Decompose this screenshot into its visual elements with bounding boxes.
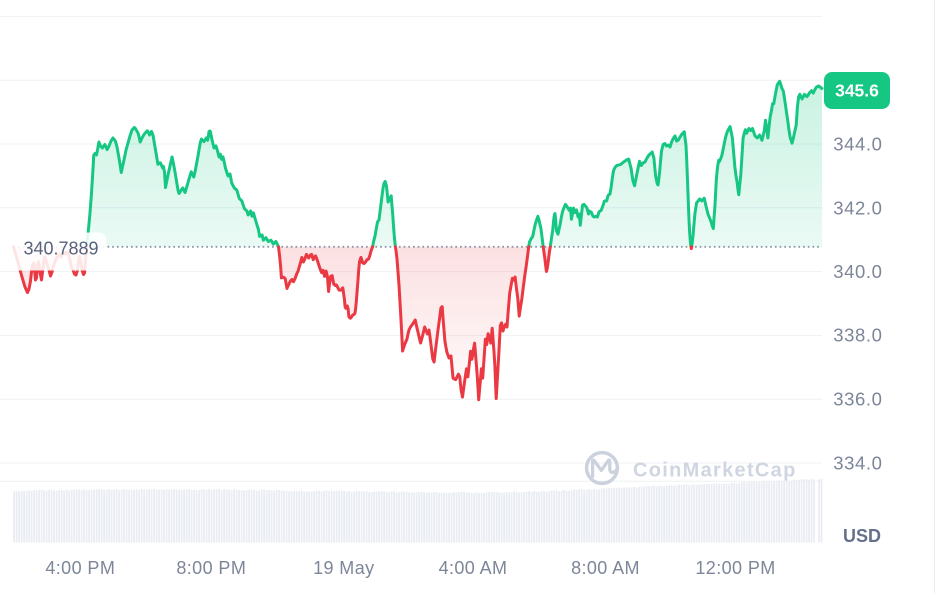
svg-text:336.0: 336.0 [833,389,882,410]
svg-text:CoinMarketCap: CoinMarketCap [633,460,797,482]
svg-text:4:00 PM: 4:00 PM [45,558,115,578]
svg-text:4:00 AM: 4:00 AM [439,558,508,578]
svg-text:8:00 PM: 8:00 PM [176,558,246,578]
svg-text:8:00 AM: 8:00 AM [571,558,640,578]
svg-text:12:00 PM: 12:00 PM [695,558,775,578]
svg-text:345.6: 345.6 [835,81,879,101]
svg-text:338.0: 338.0 [833,325,882,346]
svg-text:340.0: 340.0 [833,261,882,282]
svg-text:USD: USD [843,526,881,546]
svg-text:340.7889: 340.7889 [23,239,98,259]
svg-text:342.0: 342.0 [833,197,882,218]
svg-text:334.0: 334.0 [833,452,882,473]
svg-text:344.0: 344.0 [833,133,882,154]
svg-text:19 May: 19 May [313,558,374,578]
